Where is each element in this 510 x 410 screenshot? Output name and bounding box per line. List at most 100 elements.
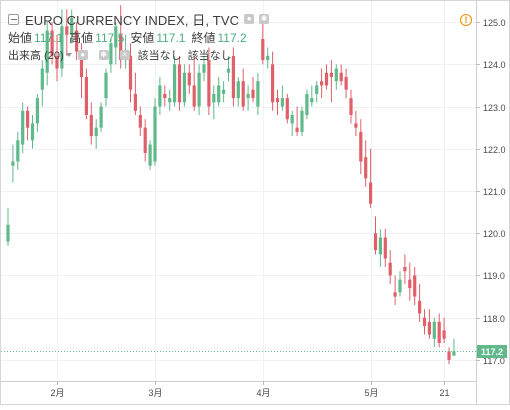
candle-body[interactable]: [217, 85, 221, 103]
candle-body[interactable]: [344, 77, 348, 90]
candle-body[interactable]: [163, 93, 167, 99]
candle-body[interactable]: [138, 115, 142, 128]
candle-body[interactable]: [418, 300, 422, 314]
candle-body[interactable]: [280, 98, 284, 107]
candle-body[interactable]: [153, 106, 157, 162]
candle-body[interactable]: [231, 55, 235, 99]
candle-body[interactable]: [79, 51, 84, 77]
candle-body[interactable]: [40, 68, 44, 90]
candle-body[interactable]: [148, 144, 152, 166]
volume-close-icon[interactable]: ×: [119, 50, 130, 60]
candle-body[interactable]: [104, 72, 108, 99]
candle-body[interactable]: [75, 30, 79, 52]
candle-body[interactable]: [241, 81, 245, 107]
candle-body[interactable]: [30, 123, 35, 141]
candle-body[interactable]: [236, 81, 240, 99]
visibility-icon[interactable]: ●: [244, 14, 255, 24]
candle-body[interactable]: [173, 64, 177, 103]
candle-body[interactable]: [177, 64, 182, 103]
volume-visibility-icon[interactable]: ●: [77, 50, 88, 60]
candle-body[interactable]: [246, 93, 250, 99]
candle-body[interactable]: [89, 115, 93, 137]
candle-body[interactable]: [226, 68, 231, 73]
candle-body[interactable]: [334, 68, 338, 82]
candle-body[interactable]: [202, 64, 206, 73]
candle-body[interactable]: [393, 292, 397, 297]
candle-body[interactable]: [256, 81, 260, 107]
candle-body[interactable]: [197, 72, 201, 107]
candle-body[interactable]: [369, 182, 373, 204]
candle-body[interactable]: [222, 89, 226, 94]
candle-body[interactable]: [310, 98, 314, 103]
candle-body[interactable]: [133, 93, 137, 111]
candle-body[interactable]: [35, 98, 39, 124]
candle-body[interactable]: [55, 55, 59, 69]
candle-body[interactable]: [6, 224, 10, 242]
candle-body[interactable]: [251, 89, 255, 99]
candle-body[interactable]: [442, 330, 446, 339]
candle-body[interactable]: [109, 43, 113, 65]
alert-icon[interactable]: !: [460, 14, 472, 26]
candle-body[interactable]: [388, 262, 392, 276]
candle-body[interactable]: [285, 98, 289, 120]
candle-body[interactable]: [290, 115, 294, 124]
candle-body[interactable]: [192, 85, 196, 107]
settings-gear-icon[interactable]: ✱: [259, 14, 270, 24]
collapse-legend-icon[interactable]: [8, 13, 19, 25]
candle-body[interactable]: [50, 30, 54, 56]
candle-body[interactable]: [398, 279, 402, 293]
candle-body[interactable]: [45, 30, 49, 73]
candle-body[interactable]: [99, 106, 103, 128]
candle-body[interactable]: [359, 131, 363, 162]
candle-body[interactable]: [266, 55, 270, 61]
candle-body[interactable]: [315, 85, 319, 94]
candle-body[interactable]: [383, 237, 387, 259]
candle-body[interactable]: [339, 72, 343, 82]
candle-body[interactable]: [60, 26, 64, 69]
candle-body[interactable]: [182, 72, 186, 103]
candle-body[interactable]: [452, 351, 456, 356]
candle-body[interactable]: [70, 17, 74, 35]
candle-body[interactable]: [261, 39, 265, 61]
candle-body[interactable]: [432, 321, 436, 339]
candle-body[interactable]: [437, 321, 441, 343]
candle-body[interactable]: [403, 267, 407, 272]
candle-body[interactable]: [275, 98, 280, 103]
candle-body[interactable]: [212, 93, 216, 103]
candle-body[interactable]: [114, 26, 118, 48]
candle-body[interactable]: [295, 127, 299, 132]
candle-body[interactable]: [300, 110, 304, 132]
candle-body[interactable]: [271, 64, 275, 103]
candle-body[interactable]: [349, 98, 353, 115]
candle-body[interactable]: [65, 26, 69, 35]
candle-body[interactable]: [329, 72, 333, 77]
volume-dropdown-icon[interactable]: [65, 53, 72, 57]
candle-body[interactable]: [422, 317, 427, 327]
candle-body[interactable]: [143, 127, 147, 153]
volume-settings-icon[interactable]: ✱: [98, 50, 109, 60]
candle-body[interactable]: [408, 279, 412, 289]
candle-body[interactable]: [305, 93, 309, 115]
candle-body[interactable]: [427, 321, 431, 335]
candle-body[interactable]: [187, 72, 191, 86]
candle-body[interactable]: [158, 85, 162, 107]
candle-body[interactable]: [21, 110, 25, 145]
candle-body[interactable]: [128, 55, 133, 90]
candle-body[interactable]: [84, 77, 88, 115]
candle-body[interactable]: [354, 123, 358, 128]
candle-body[interactable]: [373, 233, 378, 251]
candle-body[interactable]: [447, 351, 451, 360]
candle-body[interactable]: [324, 72, 329, 86]
candle-body[interactable]: [26, 110, 30, 128]
candle-body[interactable]: [16, 140, 20, 162]
candle-body[interactable]: [364, 157, 368, 179]
candle-body[interactable]: [378, 237, 382, 255]
candle-body[interactable]: [168, 98, 172, 103]
candle-body[interactable]: [94, 127, 98, 137]
candle-body[interactable]: [11, 161, 15, 166]
candle-body[interactable]: [119, 34, 123, 61]
candle-body[interactable]: [207, 60, 211, 107]
candle-body[interactable]: [320, 81, 324, 86]
candle-body[interactable]: [413, 275, 417, 297]
